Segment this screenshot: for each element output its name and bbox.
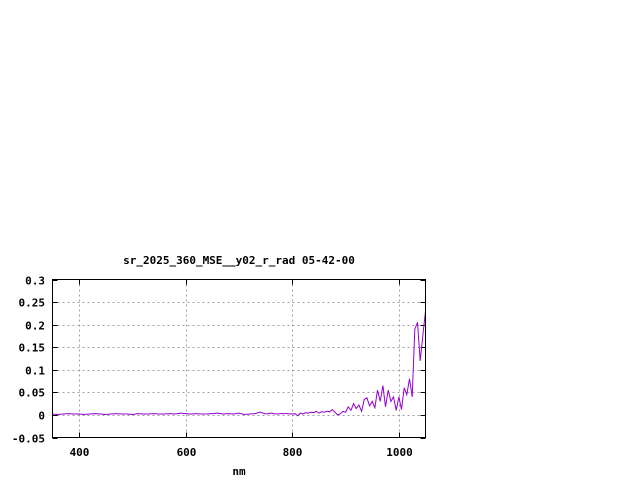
y-tick-label: 0 — [38, 410, 45, 423]
y-tick-label: -0.05 — [12, 433, 45, 446]
series-line — [52, 311, 426, 417]
x-tick-label: 1000 — [386, 446, 413, 459]
x-tick-label: 400 — [70, 446, 90, 459]
y-tick-label: 0.2 — [25, 320, 45, 333]
y-tick-label: 0.15 — [19, 342, 46, 355]
axis-ticks: 400 600 800 1000 -0.05 0 0.05 0.1 0.15 0.2 0.25 0.3 — [12, 275, 426, 459]
y-tick-label: 0.1 — [25, 365, 45, 378]
x-axis-label: nm — [232, 465, 246, 478]
y-tick-label: 0.3 — [25, 275, 45, 288]
x-tick-label: 600 — [177, 446, 197, 459]
grid — [52, 279, 426, 438]
chart-title: sr_2025_360_MSE__y02_r_rad 05-42-00 — [123, 254, 355, 267]
y-tick-label: 0.05 — [19, 387, 46, 400]
y-tick-label: 0.25 — [19, 297, 46, 310]
x-tick-label: 800 — [283, 446, 303, 459]
plot-frame — [52, 279, 426, 438]
